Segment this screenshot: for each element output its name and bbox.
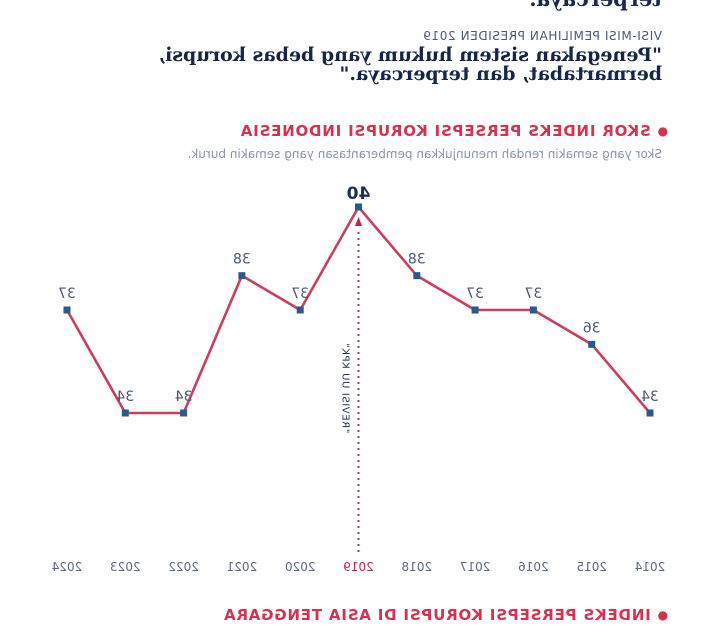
x-tick-label: 2019 — [343, 560, 374, 574]
x-tick-label: 2017 — [460, 560, 491, 574]
data-point — [471, 306, 479, 314]
data-point — [355, 203, 362, 211]
value-label-layer: 34 36 37 37 38 40 37 38 34 34 37 — [58, 184, 659, 405]
data-value-label: 34 — [116, 389, 134, 405]
data-value-label: 38 — [408, 252, 426, 268]
annotation-arrow-icon — [355, 217, 362, 226]
data-value-label: 38 — [233, 252, 251, 268]
data-point — [296, 306, 304, 314]
annotation-layer: "REVISI UU KPK" — [340, 217, 362, 552]
next-section-title: ● INDEKS PERSEPSI KORUPSI DI ASIA TENGGAR… — [223, 606, 668, 624]
annotation-label: "REVISI UU KPK" — [340, 343, 351, 434]
x-tick-label: 2014 — [635, 560, 666, 574]
data-point — [238, 272, 246, 280]
data-value-label: 36 — [583, 320, 601, 336]
x-tick-label: 2023 — [110, 560, 141, 574]
data-value-label: 40 — [347, 184, 371, 204]
x-axis-labels: 2014 2015 2016 2017 2018 2019 2020 2021 2022 2023… — [52, 560, 666, 574]
data-value-label: 34 — [641, 389, 659, 405]
data-value-label: 37 — [524, 286, 542, 302]
next-section-title-text: INDEKS PERSEPSI KORUPSI DI ASIA TENGGARA — [223, 606, 651, 624]
data-value-label: 34 — [175, 389, 193, 405]
data-point — [529, 306, 537, 314]
data-value-label: 37 — [291, 286, 309, 302]
x-tick-label: 2021 — [227, 560, 258, 574]
data-point — [646, 409, 654, 417]
data-value-label: 37 — [466, 286, 484, 302]
x-tick-label: 2015 — [576, 560, 607, 574]
data-value-label: 37 — [58, 286, 76, 302]
data-point-layer — [63, 203, 654, 417]
x-tick-label: 2024 — [52, 560, 83, 574]
data-point — [121, 409, 129, 417]
x-tick-label: 2022 — [168, 560, 199, 574]
bullet-dot-icon: ● — [656, 608, 668, 622]
data-point — [63, 306, 71, 314]
x-tick-label: 2016 — [518, 560, 549, 574]
x-tick-label: 2018 — [402, 560, 433, 574]
data-point — [413, 272, 421, 280]
x-tick-label: 2020 — [285, 560, 316, 574]
data-point — [588, 340, 596, 348]
data-point — [180, 409, 188, 417]
